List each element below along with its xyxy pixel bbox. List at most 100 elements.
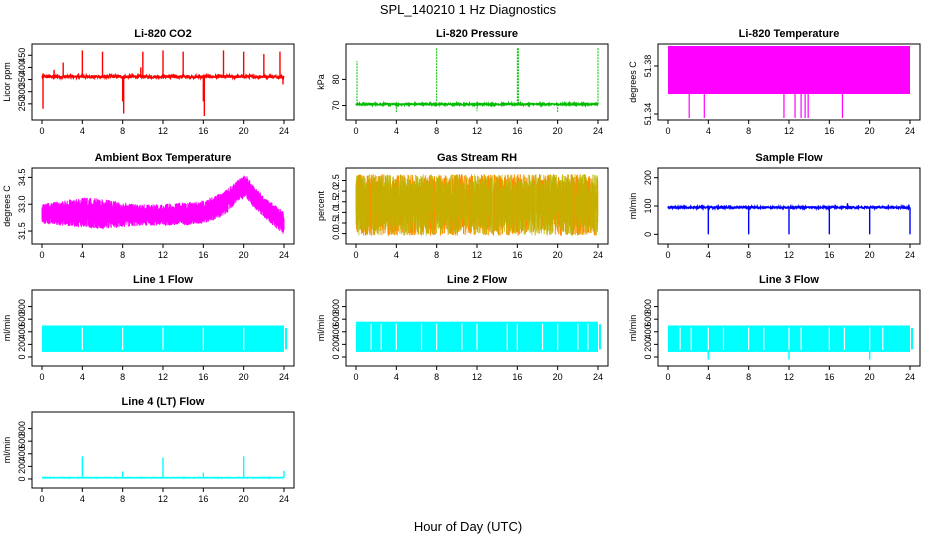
y-tick-label: 400 [17, 324, 27, 339]
y-tick-label: 400 [17, 446, 27, 461]
x-tick-label: 4 [80, 494, 85, 504]
x-tick-label: 16 [824, 250, 834, 260]
x-tick-label: 0 [353, 250, 358, 260]
panel-title: Line 4 (LT) Flow [122, 396, 205, 408]
series-li-820-pressure [355, 48, 599, 113]
x-tick-label: 4 [80, 126, 85, 136]
x-tick-label: 20 [553, 126, 563, 136]
y-tick-label: 800 [331, 299, 341, 314]
series-sample-flow [667, 203, 911, 235]
x-tick-label: 8 [120, 126, 125, 136]
x-tick-label: 24 [905, 372, 915, 382]
y-axis-label: ml/min [628, 315, 638, 342]
y-tick-label: 600 [643, 312, 653, 327]
panel-sample-flow: Sample Flow 0 4 8 12 16 20 24 0 100 200 ml/min [628, 152, 921, 260]
x-tick-label: 16 [824, 126, 834, 136]
x-tick-label: 16 [824, 372, 834, 382]
x-tick-label: 0 [39, 126, 44, 136]
x-tick-label: 24 [279, 250, 289, 260]
y-axis-label: Licor ppm [2, 62, 12, 102]
x-tick-label: 20 [865, 126, 875, 136]
x-tick-label: 0 [665, 250, 670, 260]
x-tick-label: 0 [39, 372, 44, 382]
y-tick-label: 2.5 [331, 174, 341, 187]
y-axis-label: ml/min [2, 437, 12, 464]
x-tick-label: 4 [706, 250, 711, 260]
panel-title: Line 3 Flow [759, 274, 819, 286]
x-tick-label: 4 [394, 372, 399, 382]
y-tick-label: 0 [17, 476, 27, 481]
y-axis-label: degrees C [2, 185, 12, 227]
series-line-4-lt-flow [42, 456, 285, 480]
y-tick-label: 70 [331, 101, 341, 111]
y-tick-label: 2.0 [331, 185, 341, 198]
panel-title: Gas Stream RH [437, 152, 517, 164]
x-tick-label: 4 [394, 126, 399, 136]
x-tick-label: 24 [279, 494, 289, 504]
series-line-3-flow [668, 325, 913, 360]
panel-title: Li-820 CO2 [134, 28, 191, 40]
x-tick-label: 20 [239, 250, 249, 260]
y-axis-label: percent [316, 190, 326, 221]
y-axis-label: degrees C [628, 61, 638, 103]
y-axis-label: ml/min [628, 193, 638, 220]
panel-title: Sample Flow [755, 152, 823, 164]
x-tick-label: 20 [239, 494, 249, 504]
panel-title: Li-820 Pressure [436, 28, 518, 40]
x-tick-label: 0 [39, 494, 44, 504]
temperature-band [668, 46, 910, 94]
x-tick-label: 16 [198, 372, 208, 382]
y-tick-label: 400 [331, 324, 341, 339]
x-tick-label: 20 [865, 372, 875, 382]
x-tick-label: 24 [593, 250, 603, 260]
x-tick-label: 8 [120, 372, 125, 382]
y-tick-label: 200 [17, 459, 27, 474]
series-li-820-temperature [668, 46, 910, 118]
y-axis-label: kPa [316, 74, 326, 90]
panel-gas-stream-rh: Gas Stream RH 0 4 8 12 16 20 24 0.00.51.01.52.02… [316, 152, 609, 260]
y-axis-label: ml/min [316, 315, 326, 342]
y-tick-label: 80 [331, 74, 341, 84]
y-tick-label: 34.5 [17, 169, 27, 187]
x-tick-label: 8 [434, 250, 439, 260]
series-gas-stream-rh [355, 174, 599, 236]
x-tick-label: 24 [593, 126, 603, 136]
x-tick-label: 12 [158, 494, 168, 504]
x-tick-label: 12 [158, 250, 168, 260]
x-tick-label: 16 [198, 250, 208, 260]
x-tick-label: 24 [279, 372, 289, 382]
y-tick-label: 1.5 [331, 195, 341, 208]
panel-title: Line 1 Flow [133, 274, 193, 286]
y-tick-label: 0 [17, 354, 27, 359]
x-tick-label: 12 [158, 126, 168, 136]
series-line-1-flow [42, 325, 287, 352]
y-axis-label: ml/min [2, 315, 12, 342]
y-tick-label: 0 [643, 232, 653, 237]
x-tick-label: 16 [512, 372, 522, 382]
y-tick-label: 450 [17, 48, 27, 63]
y-tick-label: 100 [643, 198, 653, 213]
x-tick-label: 16 [512, 126, 522, 136]
baseline-trace [42, 476, 284, 480]
x-tick-label: 24 [593, 372, 603, 382]
x-tick-label: 16 [512, 250, 522, 260]
x-tick-label: 12 [472, 372, 482, 382]
x-tick-label: 12 [472, 126, 482, 136]
y-tick-label: 250 [17, 96, 27, 111]
panel-title: Li-820 Temperature [739, 28, 840, 40]
series-line-2-flow [356, 321, 601, 352]
y-tick-label: 400 [643, 324, 653, 339]
x-tick-label: 8 [434, 126, 439, 136]
x-tick-label: 4 [80, 372, 85, 382]
x-tick-label: 4 [80, 250, 85, 260]
y-tick-label: 31.5 [17, 222, 27, 240]
y-tick-label: 600 [17, 434, 27, 449]
panel-ambient-box-temperature: Ambient Box Temperature 0 4 8 12 16 20 24 31.5 33… [2, 152, 295, 260]
x-tick-label: 8 [746, 372, 751, 382]
panel-title: Line 2 Flow [447, 274, 507, 286]
x-tick-label: 4 [706, 126, 711, 136]
y-tick-label: 600 [17, 312, 27, 327]
